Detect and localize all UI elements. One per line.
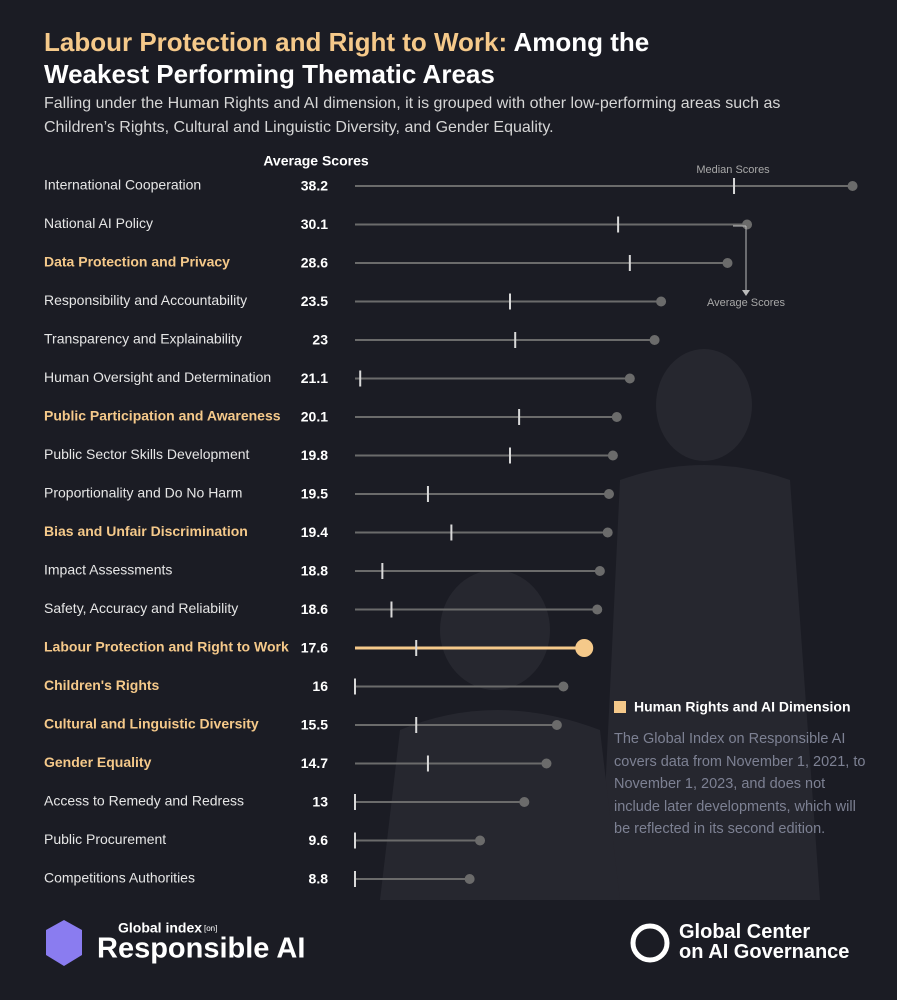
value-label: 28.6 — [301, 255, 328, 271]
footer-right: Global Center on AI Governance — [679, 921, 849, 963]
value-label: 14.7 — [301, 755, 328, 771]
average-dot — [519, 797, 530, 807]
category-label: Public Sector Skills Development — [44, 446, 250, 462]
average-dot — [558, 681, 569, 692]
value-label: 13 — [312, 794, 328, 810]
footer-right-line: on AI Governance — [679, 941, 849, 963]
footer-left-large: Responsible AI — [97, 933, 305, 965]
value-label: 19.8 — [301, 447, 328, 463]
average-dot — [594, 566, 605, 576]
value-label: 38.2 — [301, 178, 328, 194]
annotation-arrowhead — [742, 290, 750, 296]
value-label: 21.1 — [301, 370, 328, 386]
silhouette — [380, 349, 820, 900]
annotation-median: Median Scores — [696, 164, 770, 176]
category-label: Transparency and Explainability — [44, 331, 242, 347]
category-label: Impact Assessments — [44, 562, 172, 578]
title-highlight: Labour Protection and Right to Work: — [44, 27, 508, 57]
logo-right-icon — [630, 923, 670, 963]
value-label: 19.5 — [301, 486, 328, 502]
value-label: 15.5 — [301, 717, 328, 733]
average-dot — [551, 720, 562, 730]
value-label: 30.1 — [301, 216, 328, 232]
value-label: 16 — [312, 678, 328, 694]
category-label: Safety, Accuracy and Reliability — [44, 600, 238, 616]
value-label: 17.6 — [301, 640, 328, 656]
footer-right-line: Global Center — [679, 921, 810, 943]
column-header: Average Scores — [263, 153, 369, 169]
value-label: 23 — [312, 332, 328, 348]
average-dot — [656, 296, 667, 307]
value-label: 18.8 — [301, 563, 328, 579]
category-label: National AI Policy — [44, 215, 153, 231]
value-label: 23.5 — [301, 293, 328, 309]
average-dot — [611, 412, 622, 422]
footer-left-tag: [on] — [204, 924, 217, 933]
average-dot — [475, 835, 486, 846]
value-label: 18.6 — [301, 601, 328, 617]
category-label: Responsibility and Accountability — [44, 292, 247, 308]
title-text: Among the Weakest Performing Thematic Ar… — [44, 27, 650, 89]
legend-label: Human Rights and AI Dimension — [634, 699, 851, 715]
value-label: 20.1 — [301, 409, 328, 425]
average-dot — [607, 450, 618, 461]
category-label: Cultural and Linguistic Diversity — [44, 716, 259, 732]
category-label: Bias and Unfair Discrimination — [44, 523, 248, 539]
average-dot — [624, 373, 635, 384]
category-label: Labour Protection and Right to Work — [44, 639, 289, 655]
average-dot — [847, 181, 858, 191]
average-dot — [592, 604, 603, 615]
value-label: 9.6 — [309, 832, 329, 848]
category-label: Human Oversight and Determination — [44, 369, 271, 385]
average-dot — [603, 489, 614, 499]
category-label: Competitions Authorities — [44, 870, 195, 886]
subtitle: Falling under the Human Rights and AI di… — [44, 95, 781, 136]
category-label: Proportionality and Do No Harm — [44, 485, 242, 501]
footer-left-small: Global index — [118, 920, 202, 936]
category-label: Access to Remedy and Redress — [44, 793, 244, 809]
average-dot — [575, 639, 594, 657]
logo-left-icon — [46, 920, 82, 966]
note: The Global Index on Responsible AI cover… — [614, 731, 866, 837]
title: Labour Protection and Right to Work: Amo… — [44, 26, 724, 90]
category-label: Data Protection and Privacy — [44, 254, 230, 270]
average-dot — [602, 527, 613, 538]
average-dot — [649, 335, 660, 345]
value-label: 19.4 — [301, 524, 328, 540]
average-dot — [541, 758, 552, 769]
annotation-average: Average Scores — [707, 297, 786, 309]
average-dot — [464, 874, 475, 884]
average-dot — [742, 219, 753, 230]
category-label: Public Procurement — [44, 831, 166, 847]
legend-swatch — [614, 701, 626, 713]
category-label: Gender Equality — [44, 754, 152, 770]
average-dot — [722, 258, 733, 268]
category-label: Children's Rights — [44, 677, 160, 693]
category-label: Public Participation and Awareness — [44, 408, 281, 424]
value-label: 8.8 — [309, 871, 329, 887]
category-label: International Cooperation — [44, 177, 201, 193]
